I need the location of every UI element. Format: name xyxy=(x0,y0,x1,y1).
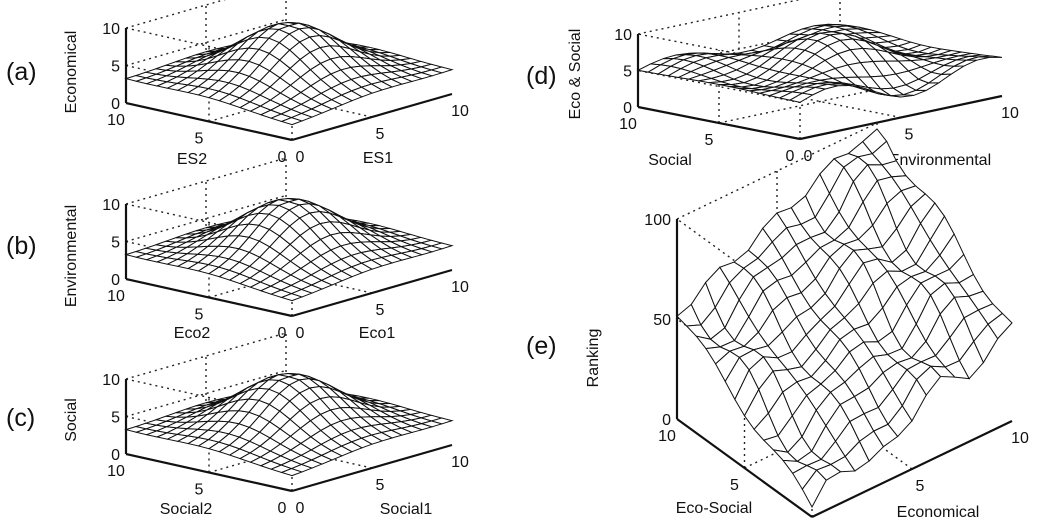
x-axis-line xyxy=(291,268,453,318)
x-axis-label: ES1 xyxy=(363,150,393,167)
y-tick-label: 5 xyxy=(195,482,204,499)
y-tick-label: 10 xyxy=(107,288,125,305)
x-tick-label: 10 xyxy=(1001,105,1019,122)
surface-cell xyxy=(979,55,1003,58)
z-tick-label: 0 xyxy=(111,96,120,113)
panel-label: (d) xyxy=(526,62,557,90)
grid-line xyxy=(125,194,287,243)
x-axis-label: Environmental xyxy=(889,152,991,169)
y-axis-line xyxy=(125,452,293,493)
axis-box-edge xyxy=(125,203,293,242)
y-tick-label: 0 xyxy=(786,148,795,165)
x-tick-label: 10 xyxy=(451,279,469,296)
z-tick-label: 10 xyxy=(102,21,120,38)
x-axis-label: Economical xyxy=(897,504,980,521)
z-axis-label: Ranking xyxy=(585,329,602,388)
y-axis-label: ES2 xyxy=(177,151,207,168)
z-axis-label: Social xyxy=(63,398,80,442)
z-tick-label: 0 xyxy=(662,412,671,429)
z-tick-label: 5 xyxy=(111,235,120,252)
z-tick-label: 100 xyxy=(644,212,671,229)
y-axis-label: Eco2 xyxy=(174,325,211,342)
surface-cell xyxy=(987,312,1013,340)
x-tick-label: 5 xyxy=(905,127,914,144)
panel-label: (e) xyxy=(526,332,557,360)
surface-mesh xyxy=(636,23,1003,103)
panel-label: (c) xyxy=(6,404,35,432)
y-tick-label: 10 xyxy=(658,428,676,445)
panel-label: (a) xyxy=(6,58,37,86)
z-tick-label: 0 xyxy=(111,447,120,464)
z-tick-label: 50 xyxy=(653,312,671,329)
panel-label: (b) xyxy=(6,232,37,260)
z-tick-label: 10 xyxy=(102,372,120,389)
x-tick-label: 5 xyxy=(376,126,385,143)
y-axis-line xyxy=(676,418,813,518)
y-tick-label: 10 xyxy=(619,116,637,133)
y-axis-line xyxy=(637,105,801,141)
x-tick-label: 0 xyxy=(296,149,305,166)
x-tick-label: 5 xyxy=(916,478,925,495)
y-tick-label: 10 xyxy=(107,463,125,480)
surface-mesh xyxy=(124,21,454,126)
y-tick-label: 5 xyxy=(195,307,204,324)
y-axis-line xyxy=(125,101,293,142)
axis-box-edge xyxy=(676,122,878,220)
x-tick-label: 10 xyxy=(451,454,469,471)
x-tick-label: 0 xyxy=(296,325,305,342)
x-axis-line xyxy=(291,92,453,142)
z-tick-label: 0 xyxy=(623,100,632,117)
surface-mesh xyxy=(124,197,454,302)
surface-cell xyxy=(429,66,454,74)
axis-box-edge xyxy=(125,332,287,380)
axis-box-edge xyxy=(125,157,287,205)
z-tick-label: 5 xyxy=(623,64,632,81)
z-tick-label: 10 xyxy=(102,197,120,214)
x-axis-line xyxy=(799,94,1003,141)
y-axis-label: Social2 xyxy=(160,501,213,518)
y-tick-label: 5 xyxy=(730,477,739,494)
z-axis-label: Eco & Social xyxy=(567,29,584,120)
z-tick-label: 5 xyxy=(111,410,120,427)
y-tick-label: 10 xyxy=(107,112,125,129)
y-axis-line xyxy=(125,277,293,318)
x-tick-label: 0 xyxy=(296,500,305,517)
z-tick-label: 5 xyxy=(111,59,120,76)
surface-cell xyxy=(429,242,454,250)
z-tick-label: 10 xyxy=(614,27,632,44)
y-tick-label: 0 xyxy=(278,500,287,517)
z-axis-label: Economical xyxy=(63,31,80,114)
x-axis-label: Social1 xyxy=(380,501,433,518)
z-tick-label: 0 xyxy=(111,272,120,289)
y-axis-label: Social xyxy=(648,152,692,169)
y-tick-label: 5 xyxy=(195,131,204,148)
x-tick-label: 10 xyxy=(451,103,469,120)
z-axis-label: Environmental xyxy=(63,205,80,307)
grid-line xyxy=(125,18,287,67)
axis-box-edge xyxy=(125,27,293,66)
surface-cell xyxy=(429,417,454,425)
grid-line xyxy=(125,369,287,418)
x-tick-label: 5 xyxy=(376,477,385,494)
surface-mesh xyxy=(676,128,1013,509)
y-tick-label: 0 xyxy=(278,149,287,166)
y-tick-label: 5 xyxy=(705,132,714,149)
x-axis-line xyxy=(291,443,453,493)
grid-line xyxy=(718,79,922,124)
x-tick-label: 10 xyxy=(1011,430,1029,447)
surface-plot-4: 05010005100510EconomicalEco-SocialRankin… xyxy=(526,122,1029,521)
x-axis-label: Eco1 xyxy=(359,325,396,342)
axis-box-edge xyxy=(125,378,293,417)
x-axis-line xyxy=(811,420,1013,518)
axis-box-edge xyxy=(676,218,813,318)
y-axis-label: Eco-Social xyxy=(676,500,752,517)
surface-mesh xyxy=(124,372,454,477)
x-tick-label: 5 xyxy=(376,302,385,319)
